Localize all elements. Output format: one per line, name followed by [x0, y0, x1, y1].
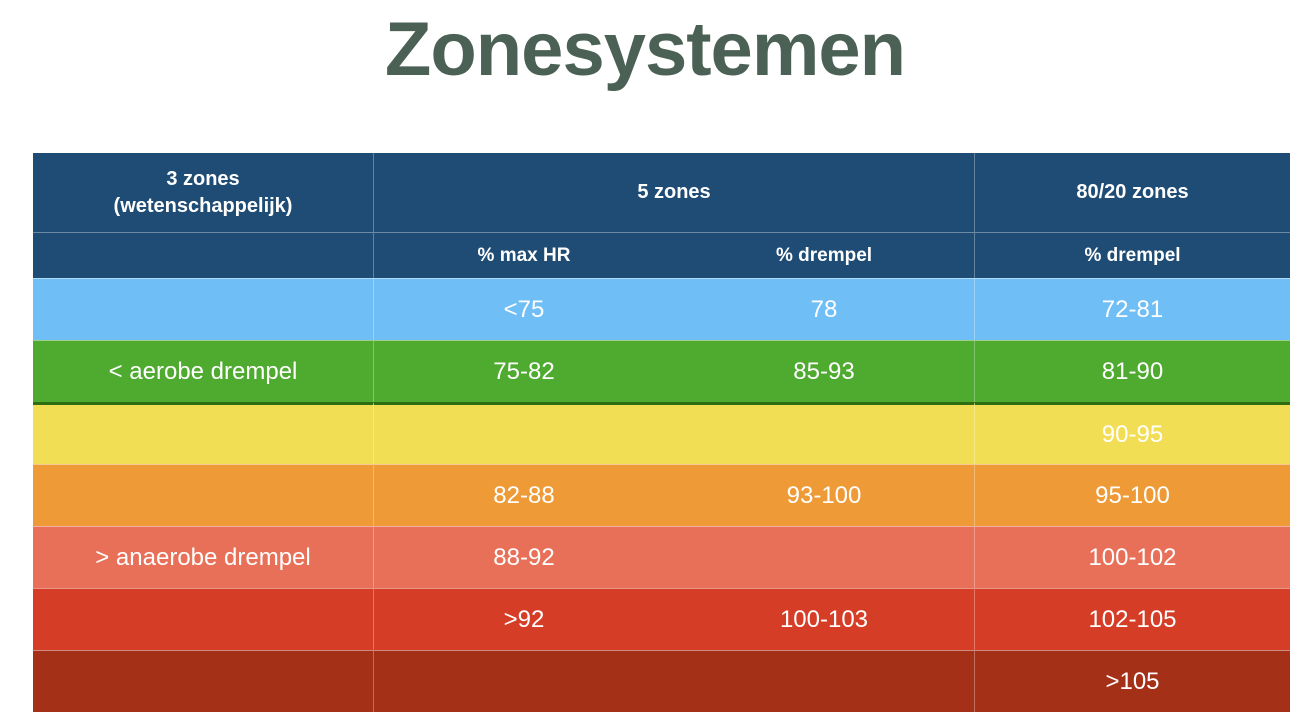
pct-drempel-8020-cell-yellow: 90-95: [975, 402, 1290, 464]
zone-table: 3 zones (wetenschappelijk) 5 zones 80/20…: [33, 153, 1290, 712]
pct-drempel-5zones-cell-orange: 93-100: [674, 464, 975, 526]
pct-drempel-5zones-cell-light-blue: 78: [674, 278, 975, 340]
pct-max-hr-cell-salmon: 88-92: [374, 526, 674, 588]
header-5-zones: 5 zones: [374, 153, 975, 232]
pct-max-hr-cell-orange: 82-88: [374, 464, 674, 526]
pct-drempel-8020-cell-salmon: 100-102: [975, 526, 1290, 588]
pct-max-hr-cell-yellow: [374, 402, 674, 464]
pct-drempel-8020-cell-dark-red: >105: [975, 650, 1290, 712]
header-3-zones-line2: (wetenschappelijk): [113, 194, 293, 217]
pct-drempel-8020-cell-orange: 95-100: [975, 464, 1290, 526]
pct-drempel-8020-cell-green: 81-90: [975, 340, 1290, 402]
pct-drempel-8020-cell-light-blue: 72-81: [975, 278, 1290, 340]
zone-label-cell-dark-red: [33, 650, 374, 712]
pct-drempel-5zones-cell-red: 100-103: [674, 588, 975, 650]
header-3-zones-line1: 3 zones: [166, 167, 240, 190]
subheader-pct-max-hr: % max HR: [374, 232, 674, 278]
header-3-zones: 3 zones (wetenschappelijk): [33, 153, 374, 232]
page-title: Zonesystemen: [384, 7, 906, 92]
pct-drempel-8020-cell-red: 102-105: [975, 588, 1290, 650]
zone-label-cell-light-blue: [33, 278, 374, 340]
zone-label-cell-red: [33, 588, 374, 650]
pct-max-hr-cell-light-blue: <75: [374, 278, 674, 340]
pct-drempel-5zones-cell-green: 85-93: [674, 340, 975, 402]
zone-label-cell-green: < aerobe drempel: [33, 340, 374, 402]
pct-drempel-5zones-cell-dark-red: [674, 650, 975, 712]
zone-label-cell-salmon: > anaerobe drempel: [33, 526, 374, 588]
subheader-pct-drempel-8020: % drempel: [975, 232, 1290, 278]
zone-label-cell-yellow: [33, 402, 374, 464]
pct-max-hr-cell-green: 75-82: [374, 340, 674, 402]
pct-drempel-5zones-cell-salmon: [674, 526, 975, 588]
subheader-pct-drempel-5zones: % drempel: [674, 232, 975, 278]
zone-label-cell-orange: [33, 464, 374, 526]
pct-drempel-5zones-cell-yellow: [674, 402, 975, 464]
header-80-20-zones: 80/20 zones: [975, 153, 1290, 232]
pct-max-hr-cell-dark-red: [374, 650, 674, 712]
pct-max-hr-cell-red: >92: [374, 588, 674, 650]
subheader-3-zones-empty: [33, 232, 374, 278]
